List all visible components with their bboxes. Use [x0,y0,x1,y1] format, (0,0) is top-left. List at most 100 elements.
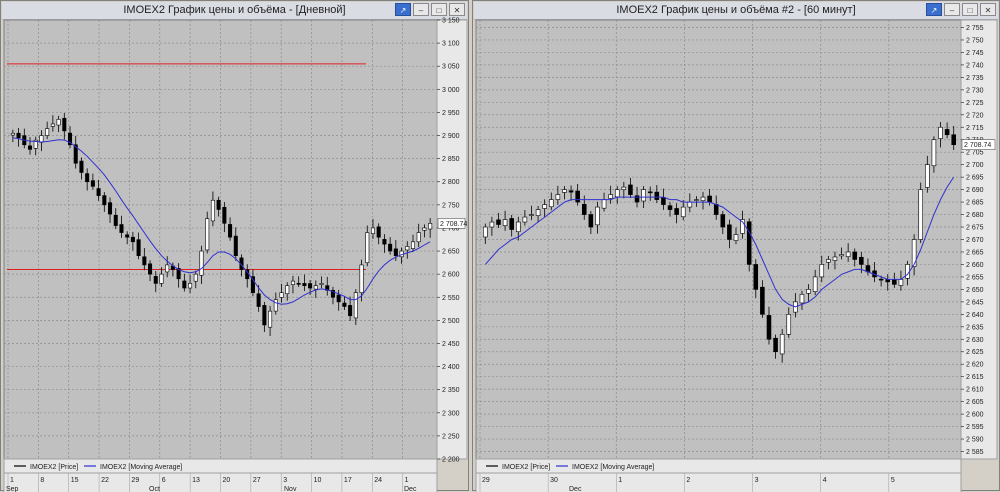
candle-body [680,206,686,218]
x-tick-label: 29 [131,477,139,484]
candle-body [595,206,600,226]
candle-body [268,310,273,328]
y-tick-label: 2 500 [442,318,460,325]
legend-price-label: IMOEX2 [Price] [30,464,78,471]
candle-body [250,276,255,293]
y-tick-label: 2 675 [966,225,984,232]
y-tick-label: 2 300 [442,410,460,417]
candle-body [193,273,198,282]
candle-body [720,214,726,228]
candle-body [542,204,547,209]
candle-body [199,250,204,276]
minimize-button[interactable]: – [413,3,429,16]
candle-body [529,214,534,216]
close-button[interactable]: ✕ [980,3,996,16]
candle-body [535,209,541,216]
candle-body [951,134,956,146]
candle-body [944,129,950,136]
pin-icon[interactable]: ↗ [926,3,942,16]
y-tick-label: 2 740 [966,62,984,69]
maximize-button[interactable]: □ [431,3,447,16]
x-tick-label: 13 [192,477,200,484]
y-tick-label: 2 250 [442,433,460,440]
legend-ma-label: IMOEX2 [Moving Average] [572,464,654,471]
y-tick-label: 2 635 [966,324,984,331]
close-button[interactable]: ✕ [449,3,465,16]
candle-body [136,239,141,256]
y-tick-label: 2 755 [966,25,984,32]
x-tick-label: 4 [823,477,827,484]
candle-body [359,264,364,293]
candle-body [483,226,488,238]
candle-body [416,232,421,243]
y-tick-label: 2 690 [966,187,984,194]
candle-body [96,188,101,196]
hourly-price-chart[interactable]: 2 755 2 750 2 745 2 740 2 735 2 730 2 725 2 720… [473,1,1000,492]
minimize-button[interactable]: – [944,3,960,16]
candle-body [621,186,627,190]
last-price-box [437,218,466,229]
y-tick-label: 2 800 [442,179,460,186]
y-tick-label: 2 850 [442,156,460,163]
candle-body [388,243,393,252]
x-tick-label: 17 [344,477,352,484]
candle-body [575,190,580,203]
candle-body [601,199,607,209]
y-tick-label: 2 620 [966,362,984,369]
candle-body [428,223,433,230]
candle-body [766,315,772,340]
candle-body [353,292,358,319]
candle-body [502,219,508,226]
candle-body [509,218,514,230]
daily-price-chart[interactable]: 3 150 3 100 3 050 3 000 2 950 2 900 2 850 2 800… [1,1,470,492]
candle-body [489,221,495,228]
candle-body [108,202,113,215]
candle-body [727,224,732,240]
candle-body [142,256,147,266]
maximize-button[interactable]: □ [962,3,978,16]
pin-icon[interactable]: ↗ [395,3,411,16]
candle-body [859,256,864,265]
candle-body [16,132,21,139]
candle-body [330,290,335,298]
y-tick-label: 2 400 [442,364,460,371]
candle-body [892,279,897,285]
y-tick-label: 2 950 [442,110,460,117]
moving-average-line [484,176,955,308]
candle-body [555,194,561,200]
price-axis [436,19,468,460]
candle-body [159,273,164,284]
y-tick-label: 2 665 [966,249,984,256]
price-axis [960,19,998,460]
y-tick-label: 2 200 [442,457,460,464]
candle-body [687,201,693,208]
legend-ma-label: IMOEX2 [Moving Average] [100,464,182,471]
candle-body [39,135,44,143]
candle-body [634,195,640,203]
candle-body [313,285,318,290]
candle-body [405,246,410,251]
candle-body [707,195,712,203]
daily-titlebar: IMOEX2 График цены и объёма - [Дневной] … [2,2,467,20]
candle-body [10,132,15,136]
y-tick-label: 2 350 [442,387,460,394]
candle-body [826,259,831,263]
candle-body [548,199,554,208]
x-tick-label: 6 [162,477,166,484]
daily-chart-window: IMOEX2 График цены и объёма - [Дневной] … [0,0,470,492]
candle-body [496,219,501,225]
candle-body [410,241,416,249]
candle-body [262,305,267,326]
y-tick-label: 2 630 [966,337,984,344]
candle-body [779,333,785,355]
y-tick-label: 2 650 [966,287,984,294]
y-tick-label: 2 590 [966,437,984,444]
candle-body [296,282,301,285]
candle-body [628,184,633,195]
candle-body [654,191,660,200]
candle-body [733,234,739,241]
x-month-label: Nov [284,486,297,492]
candle-body [760,286,765,315]
candle-body [382,239,387,245]
x-month-label: Oct [149,486,160,492]
